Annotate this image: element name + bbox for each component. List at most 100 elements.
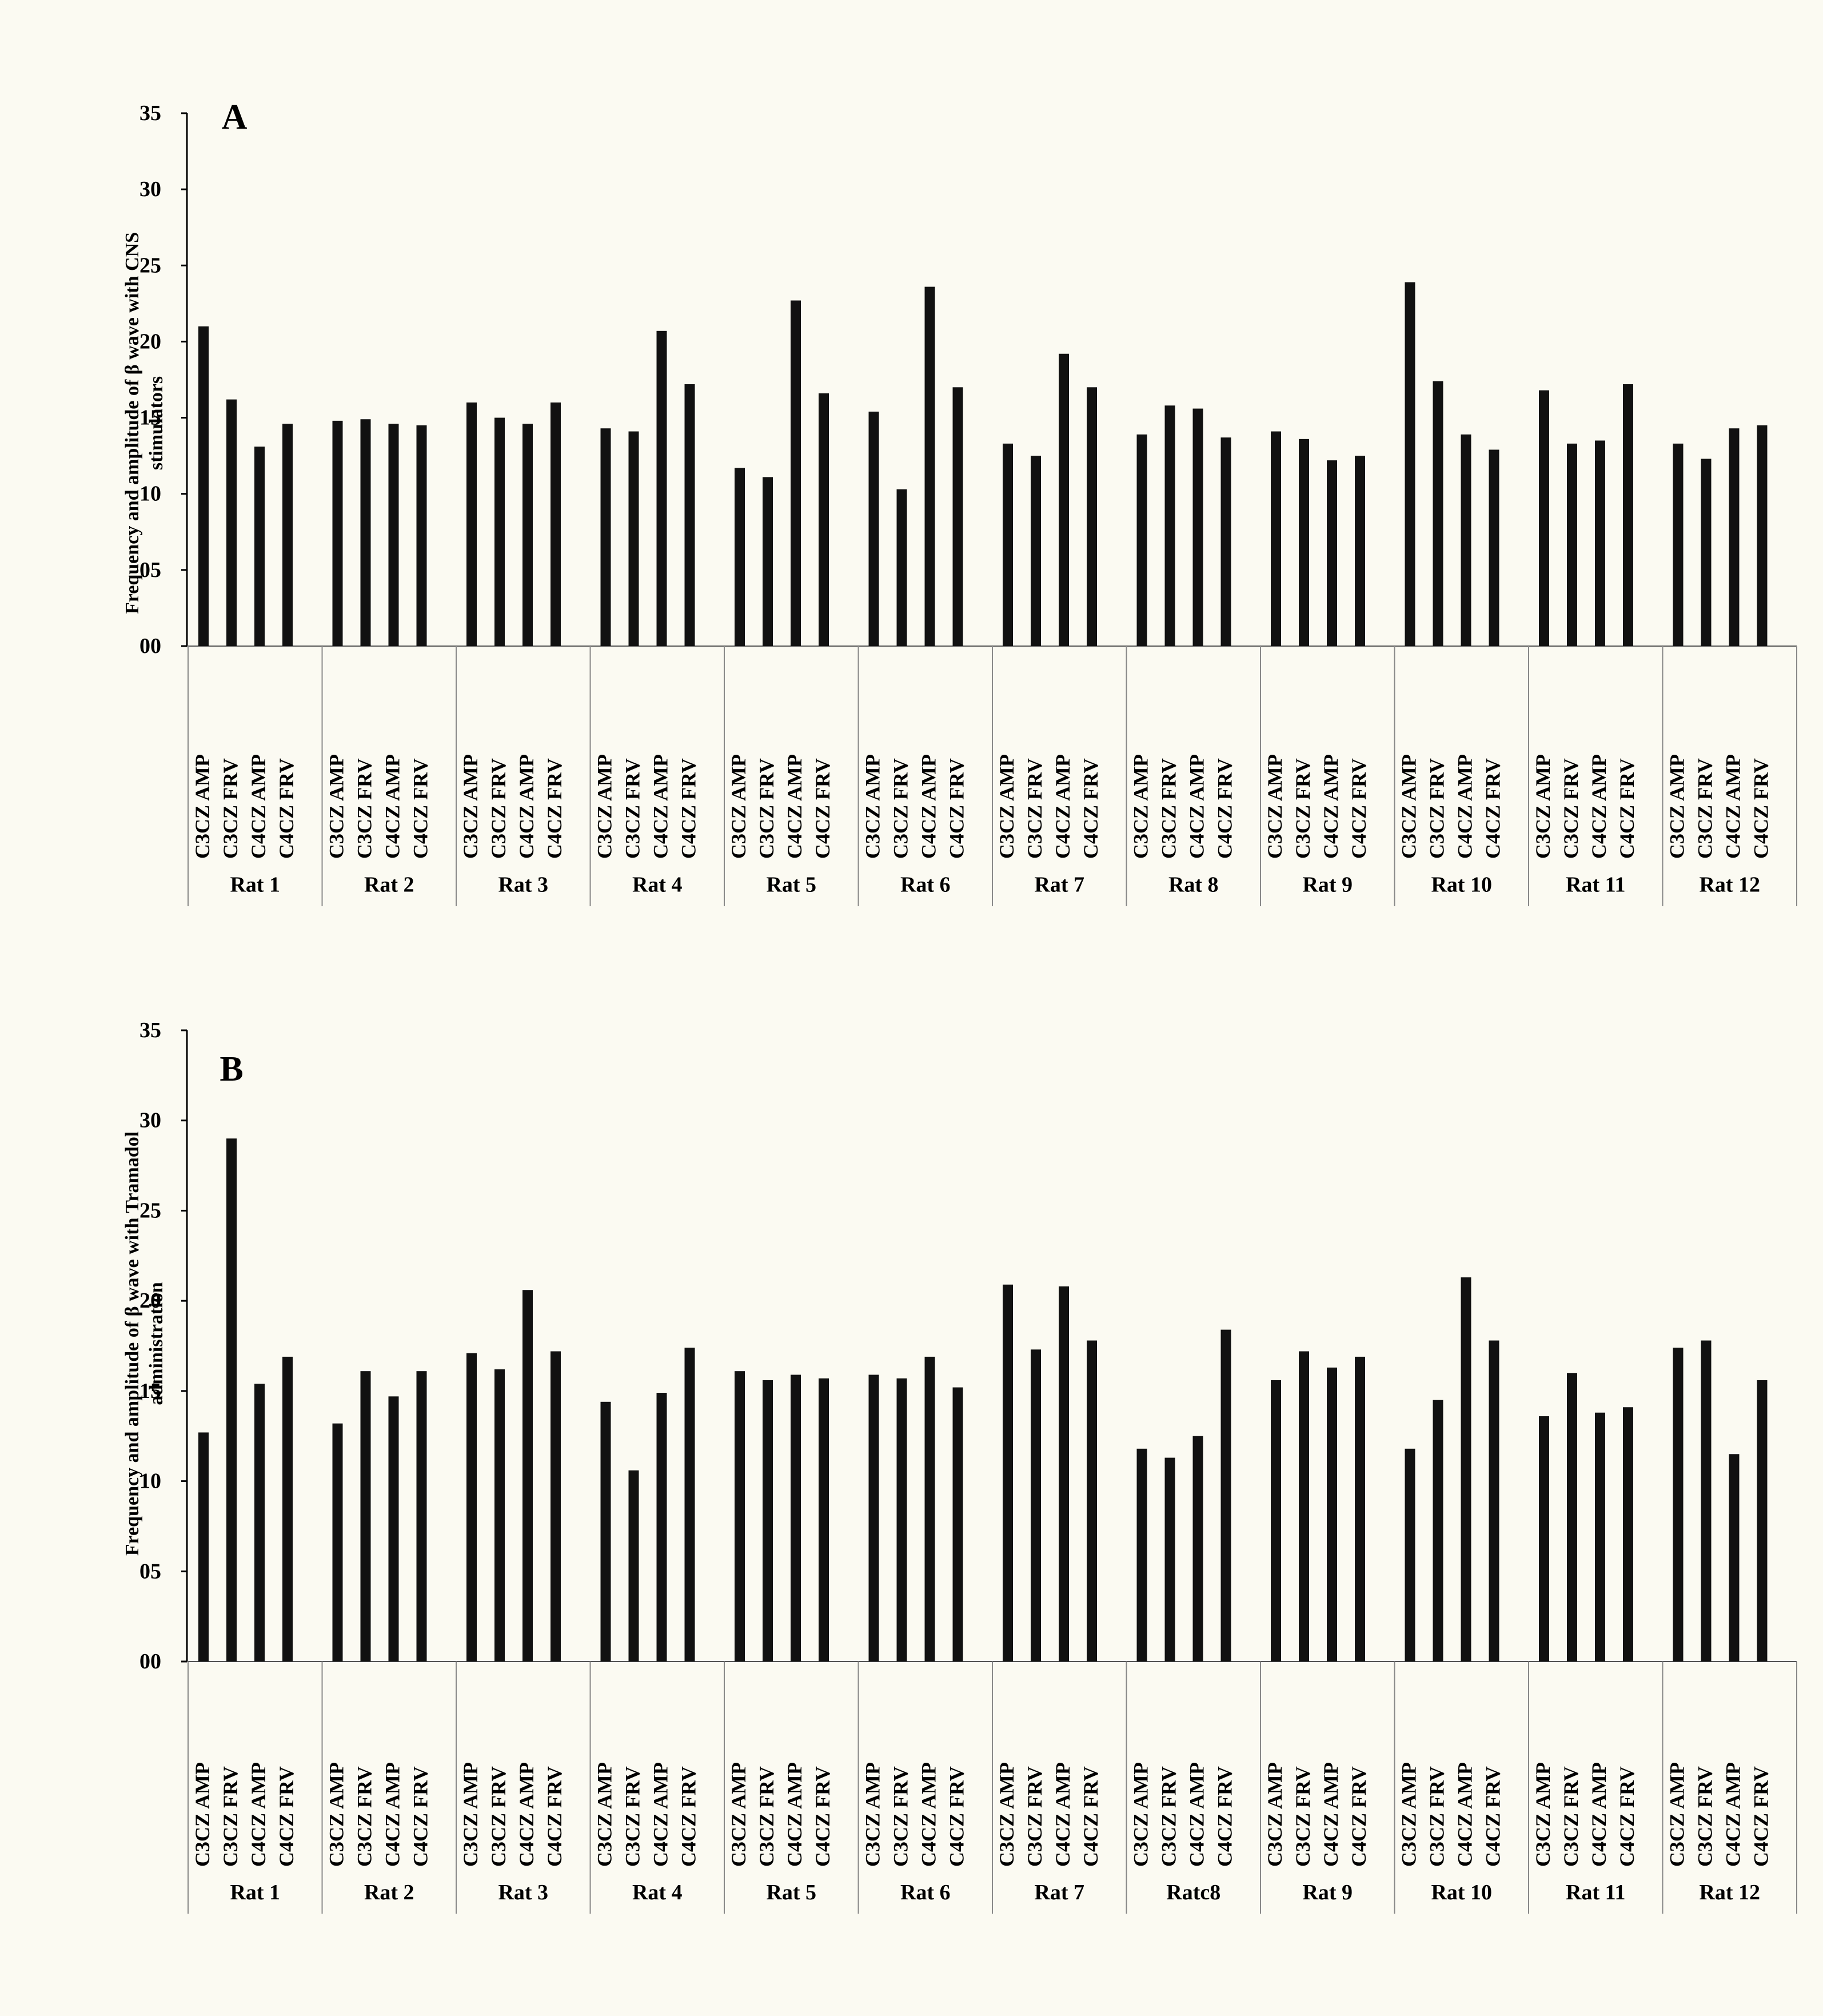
- bar: [360, 419, 371, 646]
- bar-category-label: C4CZ AMP: [918, 1762, 940, 1867]
- bar: [551, 1351, 561, 1662]
- bar: [1031, 1349, 1041, 1662]
- bar: [1355, 1356, 1365, 1662]
- bar: [896, 1378, 907, 1662]
- bar: [1164, 405, 1175, 646]
- bar: [522, 1290, 533, 1662]
- bar-category-label: C3CZ FRV: [1694, 758, 1717, 859]
- bar-category-label: C4CZ AMP: [649, 1762, 672, 1867]
- bar-category-label: C3CZ AMP: [459, 1762, 482, 1867]
- bar: [1673, 443, 1684, 646]
- y-tick-label: 30: [139, 1109, 161, 1133]
- group-label: Rat 9: [1302, 873, 1353, 897]
- bar-category-label: C3CZ AMP: [1130, 1762, 1152, 1867]
- bar: [388, 424, 399, 646]
- bar: [1623, 384, 1633, 646]
- bar-category-label: C3CZ FRV: [1291, 758, 1314, 859]
- bar-category-label: C3CZ FRV: [487, 1766, 510, 1867]
- bar-category-label: C3CZ AMP: [727, 754, 750, 859]
- bar-category-label: C3CZ FRV: [889, 758, 912, 859]
- bar: [226, 1138, 237, 1662]
- bar-category-label: C4CZ AMP: [1454, 1762, 1477, 1867]
- bar: [868, 411, 879, 646]
- bar: [388, 1396, 399, 1662]
- bar-category-label: C3CZ AMP: [325, 754, 348, 859]
- bar: [735, 1371, 745, 1662]
- bar: [1327, 460, 1337, 646]
- bar-category-label: C3CZ AMP: [191, 1762, 214, 1867]
- bar-category-label: C3CZ FRV: [1158, 1766, 1180, 1867]
- group-label: Rat 11: [1566, 873, 1626, 897]
- bar-category-label: C4CZ AMP: [1319, 754, 1342, 859]
- bar: [1087, 387, 1097, 646]
- bar: [1031, 456, 1041, 646]
- bar: [1567, 443, 1577, 646]
- bar-category-label: C3CZ AMP: [1666, 1762, 1689, 1867]
- bar-category-label: C4CZ FRV: [811, 1766, 834, 1867]
- bar-category-label: C4CZ AMP: [1454, 754, 1477, 859]
- y-axis-label: Frequency and amplitude of β wave with T…: [122, 1131, 167, 1556]
- bar-category-label: C3CZ FRV: [1158, 758, 1180, 859]
- bar-category-label: C4CZ FRV: [409, 1766, 432, 1867]
- bar-category-label: C3CZ FRV: [1426, 1766, 1449, 1867]
- bar-category-label: C4CZ AMP: [247, 1762, 270, 1867]
- bar-category-label: C3CZ AMP: [995, 754, 1018, 859]
- bar: [282, 1356, 293, 1662]
- bar: [198, 1432, 209, 1662]
- group-label: Rat 1: [230, 873, 280, 897]
- y-axis-label: Frequency and amplitude of β wave with C…: [122, 232, 167, 614]
- bar: [1299, 1351, 1309, 1662]
- bar-category-label: C4CZ FRV: [811, 758, 834, 859]
- y-tick-label: 20: [139, 1289, 161, 1313]
- bar-category-label: C3CZ AMP: [459, 754, 482, 859]
- y-tick-label: 05: [139, 558, 161, 582]
- y-tick-label: 10: [139, 482, 161, 506]
- bar-category-label: C4CZ AMP: [247, 754, 270, 859]
- bar-category-label: C3CZ AMP: [1263, 754, 1286, 859]
- bar-category-label: C4CZ AMP: [1587, 1762, 1610, 1867]
- bar-category-label: C3CZ FRV: [1426, 758, 1449, 859]
- bar: [819, 393, 829, 646]
- bar: [1271, 431, 1281, 646]
- bar: [1192, 1436, 1203, 1662]
- group-label: Rat 10: [1431, 1880, 1492, 1905]
- bar-category-label: C4CZ AMP: [1186, 1762, 1208, 1867]
- bar-category-label: C4CZ FRV: [1347, 1766, 1370, 1867]
- bar-category-label: C3CZ FRV: [353, 758, 376, 859]
- bar: [1192, 408, 1203, 646]
- y-tick-label: 35: [139, 1018, 161, 1042]
- bar-category-label: C3CZ AMP: [1666, 754, 1689, 859]
- bar: [254, 447, 265, 646]
- bar-category-label: C4CZ FRV: [946, 1766, 968, 1867]
- bar: [952, 1387, 963, 1662]
- y-tick-label: 00: [139, 634, 161, 658]
- bar: [656, 1393, 667, 1662]
- bar: [1059, 353, 1069, 646]
- bar: [868, 1374, 879, 1662]
- bar-category-label: C3CZ FRV: [487, 758, 510, 859]
- bar: [466, 1353, 477, 1662]
- bar: [1164, 1457, 1175, 1662]
- bar-category-label: C4CZ AMP: [918, 754, 940, 859]
- bar: [819, 1378, 829, 1662]
- bar-category-label: C4CZ AMP: [381, 1762, 404, 1867]
- bar: [924, 286, 935, 647]
- bar: [1673, 1348, 1684, 1662]
- bar-category-label: C4CZ FRV: [409, 758, 432, 859]
- bar-category-label: C4CZ AMP: [1051, 754, 1074, 859]
- bar-category-label: C3CZ FRV: [1559, 1766, 1582, 1867]
- bar-category-label: C4CZ FRV: [1615, 1766, 1638, 1867]
- bar-category-label: C4CZ FRV: [1750, 758, 1773, 859]
- bar-category-label: C4CZ FRV: [543, 758, 566, 859]
- y-tick-label: 20: [139, 329, 161, 353]
- bar: [684, 384, 695, 646]
- bar-category-label: C4CZ AMP: [1722, 1762, 1745, 1867]
- bar: [1595, 440, 1605, 646]
- bar: [924, 1356, 935, 1662]
- bar: [600, 1401, 611, 1662]
- bar-category-label: C3CZ FRV: [1694, 1766, 1717, 1867]
- bar: [952, 387, 963, 646]
- bar: [494, 1369, 505, 1662]
- bar: [600, 428, 611, 646]
- bar-category-label: C4CZ FRV: [1079, 758, 1102, 859]
